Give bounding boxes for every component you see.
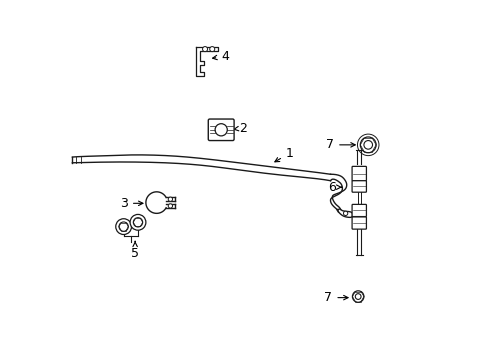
Text: 1: 1 [274, 147, 293, 162]
Circle shape [130, 215, 145, 230]
Circle shape [363, 140, 372, 149]
Circle shape [352, 291, 363, 302]
Circle shape [202, 46, 207, 51]
Text: 7: 7 [324, 291, 347, 304]
Text: 5: 5 [131, 242, 139, 260]
Text: 6: 6 [327, 181, 341, 194]
Circle shape [133, 218, 142, 227]
Text: 7: 7 [325, 138, 354, 151]
FancyBboxPatch shape [351, 217, 366, 229]
Text: 3: 3 [120, 197, 142, 210]
Circle shape [360, 137, 375, 153]
Circle shape [209, 46, 214, 51]
Text: 4: 4 [212, 50, 228, 63]
Text: 2: 2 [233, 122, 246, 135]
Circle shape [168, 204, 172, 208]
FancyBboxPatch shape [351, 181, 366, 192]
Circle shape [215, 124, 227, 136]
Circle shape [343, 211, 347, 216]
Circle shape [119, 222, 128, 231]
FancyBboxPatch shape [351, 204, 366, 217]
FancyBboxPatch shape [208, 119, 234, 140]
Circle shape [168, 197, 172, 201]
Circle shape [355, 294, 360, 300]
FancyBboxPatch shape [351, 166, 366, 181]
Circle shape [116, 219, 131, 234]
